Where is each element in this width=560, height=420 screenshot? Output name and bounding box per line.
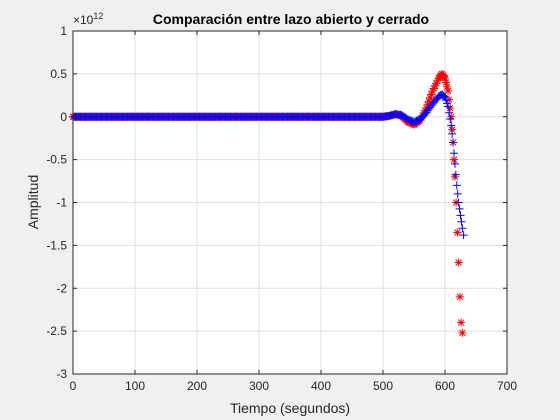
data-point-open — [441, 74, 449, 83]
y-tick-label: -0.5 — [46, 153, 67, 167]
ticks — [72, 30, 508, 375]
data-point-closed — [455, 204, 464, 213]
data-point-open — [432, 79, 441, 88]
data-point-closed — [444, 102, 453, 111]
data-point-closed — [456, 211, 465, 220]
y-tick-label: -1 — [56, 196, 67, 210]
data-point-open — [433, 76, 442, 85]
data-point-closed — [458, 224, 467, 233]
x-tick-label: 0 — [70, 379, 77, 393]
data-point-closed — [459, 231, 468, 240]
y-exponent-power: 12 — [93, 11, 103, 21]
data-point-open — [422, 104, 431, 113]
data-point-closed — [438, 91, 447, 100]
data-point-open — [448, 125, 457, 134]
y-exponent-label: ×1012 — [73, 11, 103, 27]
x-tick-label: 700 — [497, 379, 517, 393]
data-point-closed — [453, 189, 462, 198]
data-point-open — [458, 328, 467, 337]
data-point-closed — [448, 129, 457, 138]
data-point-open — [443, 82, 452, 91]
y-tick-label: 1 — [60, 24, 67, 38]
y-tick-label: 0 — [60, 110, 67, 124]
x-tick-label: 500 — [373, 379, 393, 393]
data-point-open — [442, 78, 451, 87]
y-tick-label: -1.5 — [46, 238, 67, 252]
y-tick-label: -2.5 — [46, 324, 67, 338]
data-point-open — [450, 172, 459, 181]
y-tick-label: -2 — [56, 281, 67, 295]
x-tick-labels: 0 100 200 300 400 500 600 700 — [70, 379, 518, 393]
data-point-open — [447, 112, 456, 121]
data-point-open — [454, 258, 463, 267]
data-point-open — [457, 318, 466, 327]
y-tick-labels: -3 -2.5 -2 -1.5 -1 -0.5 0 0.5 1 — [46, 24, 67, 381]
data-point-closed — [457, 217, 466, 226]
y-tick-label: 0.5 — [50, 67, 67, 81]
x-tick-label: 400 — [311, 379, 331, 393]
data-point-closed — [439, 92, 448, 101]
data-point-closed — [447, 121, 456, 130]
data-point-open — [453, 228, 462, 237]
chart-title: Comparación entre lazo abierto y cerrado — [153, 11, 429, 27]
data-point-closed — [452, 181, 461, 190]
data-point-closed — [451, 170, 460, 179]
x-tick-label: 100 — [125, 379, 145, 393]
data-point-open — [446, 104, 455, 113]
data-point-closed — [450, 159, 459, 168]
y-tick-label: -3 — [56, 367, 67, 381]
data-point-open — [426, 93, 435, 102]
data-point-open — [428, 87, 437, 96]
data-point-open — [427, 90, 436, 99]
data-point-open — [449, 155, 458, 164]
data-point-open — [424, 97, 433, 106]
x-axis-title: Tiempo (segundos) — [230, 400, 350, 416]
y-axis-title: Amplitud — [25, 175, 41, 229]
data-point-open — [445, 95, 454, 104]
x-tick-label: 300 — [249, 379, 269, 393]
data-point-open — [423, 100, 432, 109]
data-point-closed — [446, 115, 455, 124]
data-point-open — [431, 81, 440, 90]
data-point-closed — [449, 149, 458, 158]
x-tick-label: 600 — [435, 379, 455, 393]
data-point-open — [455, 292, 464, 301]
data-point-closed — [445, 108, 454, 117]
data-point-open — [429, 84, 438, 93]
x-tick-label: 200 — [187, 379, 207, 393]
data-point-closed — [449, 138, 458, 147]
data-point-closed — [454, 198, 463, 207]
data-point-open — [444, 87, 453, 96]
